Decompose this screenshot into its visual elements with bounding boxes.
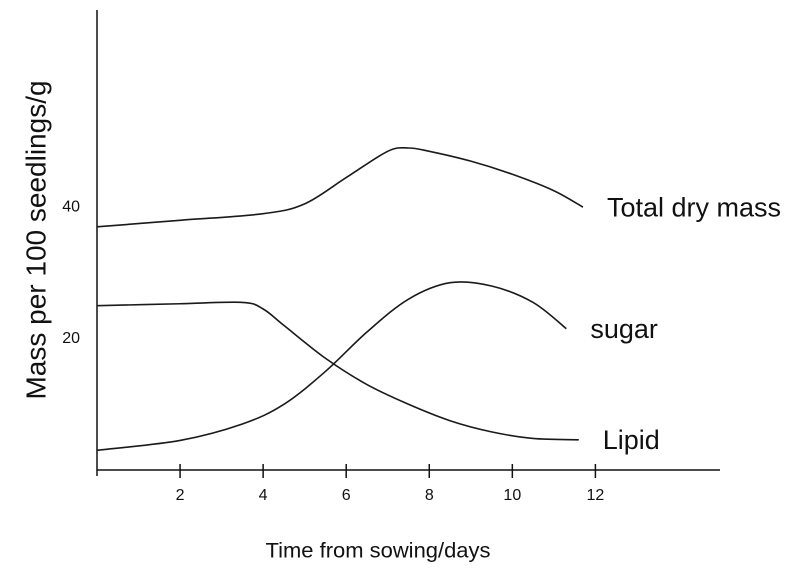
y-tick-label: 40 [62,198,80,215]
x-axis-title: Time from sowing/days [266,540,491,563]
series-label: Total dry mass [607,192,781,222]
x-tick-label: 6 [342,487,351,504]
line [96,146,584,228]
x-tick-label: 2 [176,487,185,504]
y-axis-title: Mass per 100 seedlings/g [20,80,51,399]
x-tick-label: 12 [587,487,605,504]
series-label: sugar [590,314,658,344]
line [96,281,567,452]
line [96,301,579,441]
x-tick-label: 10 [503,487,521,504]
x-tick-label: 4 [259,487,268,504]
series-label: Lipid [603,425,660,455]
x-tick-label: 8 [425,487,434,504]
y-tick-label: 20 [62,330,80,347]
